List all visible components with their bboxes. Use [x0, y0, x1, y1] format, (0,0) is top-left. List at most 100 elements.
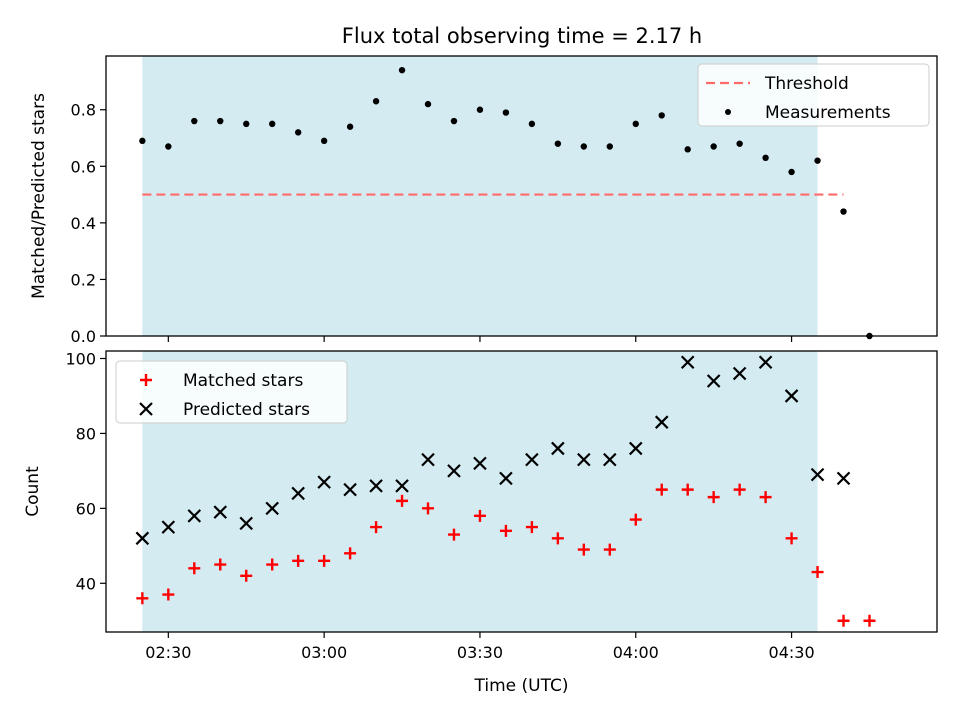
measurement-point	[632, 120, 639, 128]
legend-box	[115, 360, 348, 424]
y-tick-label: 0.4	[71, 214, 96, 233]
measurement-point	[269, 120, 276, 128]
measurement-point	[294, 129, 302, 136]
matched-star-point	[629, 513, 642, 526]
matched-star-point	[266, 558, 279, 571]
y-tick-label: 0.8	[71, 101, 96, 120]
bottom-panel-counts: 40 60 80 100 02:30 03:00 03:30 04:00 04:30 Count T…	[23, 349, 938, 696]
predicted-star-point	[577, 452, 591, 467]
legend-entry-label: Matched stars	[183, 371, 303, 391]
y-tick-label: 80	[76, 424, 96, 443]
predicted-star-point	[758, 355, 773, 370]
matched-star-point	[759, 491, 772, 504]
axes-frame	[105, 55, 938, 337]
x-tick-label: 04:00	[613, 643, 659, 662]
legend-entry-label: Predicted stars	[183, 400, 310, 420]
x-tick-label: 04:30	[769, 643, 815, 662]
y-tick-label: 0.0	[71, 327, 96, 346]
predicted-star-point	[784, 389, 799, 403]
matched-star-point	[240, 569, 253, 582]
predicted-star-point	[343, 482, 357, 497]
matched-star-point	[214, 558, 227, 571]
matched-star-point	[422, 502, 435, 515]
matched-star-point	[811, 566, 824, 579]
measurement-point	[139, 137, 146, 145]
measurement-point	[788, 168, 795, 176]
matched-star-point	[551, 532, 564, 545]
matched-star-point	[344, 547, 357, 560]
predicted-star-point	[187, 509, 202, 523]
matched-star-point	[318, 554, 331, 567]
measurement-point	[606, 143, 613, 150]
measurement-point	[243, 120, 250, 128]
measurement-point	[191, 117, 198, 125]
predicted-star-point	[239, 516, 254, 531]
predicted-star-point	[499, 471, 513, 486]
matched-star-point	[292, 554, 305, 567]
predicted-star-point	[421, 452, 435, 467]
predicted-star-point	[395, 479, 409, 493]
matched-star-point	[603, 543, 616, 556]
legend-box	[697, 63, 930, 127]
matched-star-point	[733, 483, 746, 496]
matched-star-point	[837, 614, 850, 627]
predicted-star-point	[810, 467, 825, 482]
matched-star-point	[785, 532, 798, 545]
matched-star-point	[655, 483, 668, 496]
measurement-point	[840, 208, 847, 215]
predicted-star-point	[706, 374, 721, 388]
predicted-star-point	[135, 531, 150, 546]
matched-star-point	[681, 483, 694, 496]
predicted-star-point	[836, 471, 851, 486]
predicted-star-point	[551, 441, 565, 456]
predicted-star-point	[603, 452, 617, 467]
measurement-point	[580, 143, 588, 150]
matched-star-point	[473, 509, 486, 522]
chart-title: Flux total observing time = 2.17 h	[342, 24, 702, 48]
predicted-star-point	[291, 486, 305, 501]
predicted-star-point	[369, 479, 383, 493]
matched-star-point	[136, 592, 149, 605]
measurement-point	[762, 154, 769, 162]
x-axis-label: Time (UTC)	[474, 676, 569, 696]
predicted-star-point	[317, 475, 331, 489]
predicted-star-point	[680, 355, 695, 370]
predicted-star-point	[447, 464, 461, 478]
y-tick-label: 0.6	[71, 157, 96, 176]
top-panel-ratio: 0.0 0.2 0.4 0.6 0.8 Matched/Predicted stars Th…	[29, 55, 938, 346]
matched-star-point	[370, 521, 383, 534]
measurement-point	[320, 137, 328, 145]
matched-star-point	[525, 521, 538, 534]
legend-entry-label: Measurements	[765, 103, 891, 123]
x-tick-label: 03:30	[457, 643, 503, 662]
matched-star-point	[577, 543, 590, 556]
y-tick-label: 0.2	[71, 270, 96, 289]
measurement-point	[684, 146, 691, 153]
measurement-point	[554, 140, 562, 147]
legend-predicted-swatch	[139, 402, 153, 416]
axes-frame	[105, 350, 938, 633]
legend-measurement-swatch	[725, 109, 731, 115]
measurement-point	[476, 106, 484, 113]
x-tick-label: 02:30	[145, 643, 191, 662]
x-tick-label: 03:00	[301, 643, 347, 662]
predicted-star-point	[628, 441, 643, 456]
measurement-point	[814, 157, 821, 164]
measurement-point	[424, 100, 432, 108]
measurement-point	[450, 117, 458, 125]
matched-star-point	[447, 528, 460, 541]
predicted-star-point	[654, 415, 669, 429]
y-tick-label: 100	[65, 349, 96, 368]
predicted-star-point	[525, 452, 539, 467]
measurement-point	[710, 143, 717, 150]
predicted-star-point	[213, 505, 228, 519]
matched-star-point	[499, 524, 512, 537]
predicted-star-point	[732, 366, 747, 381]
measurement-point	[398, 66, 406, 74]
measurement-point	[372, 98, 380, 105]
measurement-point	[217, 117, 224, 125]
matched-star-point	[863, 614, 876, 627]
measurement-point	[165, 143, 172, 150]
matched-star-point	[162, 588, 175, 601]
